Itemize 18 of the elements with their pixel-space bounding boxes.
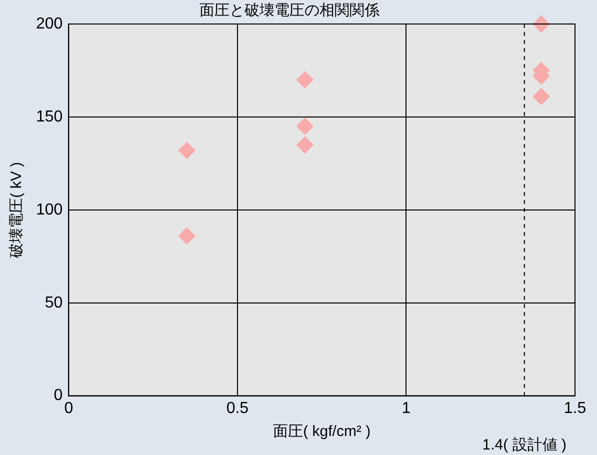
point bbox=[296, 118, 314, 135]
x-tick-label: 1 bbox=[402, 400, 411, 417]
point bbox=[296, 136, 314, 154]
point bbox=[532, 88, 550, 105]
y-tick-label: 50 bbox=[44, 294, 63, 312]
x-axis-title: 面圧( kgf/cm² ) bbox=[273, 423, 371, 440]
point bbox=[178, 142, 196, 159]
x-tick-label: 1.5 bbox=[564, 400, 586, 417]
y-tick-label: 0 bbox=[54, 387, 63, 404]
point bbox=[178, 227, 196, 244]
y-tick-label: 100 bbox=[36, 201, 63, 218]
y-tick-label: 150 bbox=[36, 108, 63, 126]
x-tick-label: 0.5 bbox=[226, 400, 249, 417]
y-axis-title: 破壊電圧( kV ) bbox=[8, 162, 26, 259]
y-tick-label: 200 bbox=[36, 15, 63, 32]
chart-title: 面圧と破壊電圧の相関関係 bbox=[200, 2, 380, 20]
point bbox=[296, 71, 314, 88]
ref-line-label: 1.4( 設計値 ) bbox=[482, 436, 566, 454]
